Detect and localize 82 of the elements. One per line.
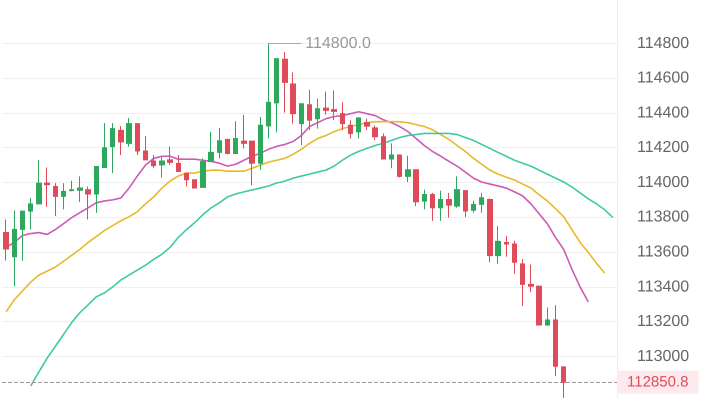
candlestick	[3, 218, 9, 262]
candlestick	[463, 190, 468, 218]
candlestick	[315, 98, 320, 130]
candlestick	[381, 132, 386, 160]
candlestick	[430, 192, 435, 222]
candlestick	[126, 118, 132, 148]
candlestick	[184, 172, 189, 187]
candlestick	[249, 140, 255, 186]
y-tick-label: 113000	[637, 348, 690, 365]
y-tick-label: 114800	[637, 34, 690, 52]
candlestick	[512, 240, 517, 274]
candlestick	[495, 225, 501, 264]
candlestick	[69, 180, 74, 192]
candlestick	[85, 186, 91, 220]
candlestick	[438, 190, 443, 222]
candlestick	[413, 169, 419, 207]
candlestick	[12, 210, 17, 287]
candlestick	[454, 176, 460, 208]
candlestick	[208, 131, 214, 162]
candlestick	[536, 284, 542, 326]
y-tick-label: 114600	[637, 70, 690, 87]
annotation: 114800.0	[305, 34, 371, 52]
candlestick	[266, 42, 271, 140]
candlestick	[356, 116, 361, 140]
candlestick	[241, 114, 247, 149]
y-tick-label: 113600	[637, 244, 690, 261]
y-tick-label: 114000	[637, 174, 690, 191]
candlestick	[159, 156, 165, 178]
candlestick	[290, 72, 296, 124]
ref-line-label: 112850.8	[627, 374, 688, 391]
candlestick	[53, 182, 58, 217]
candlestick	[307, 89, 312, 131]
candlestick	[331, 90, 337, 121]
y-tick-label: 114200	[637, 139, 690, 156]
candlestick	[446, 192, 452, 218]
candlestick	[323, 91, 329, 116]
candlestick	[405, 155, 411, 182]
candlestick	[372, 124, 378, 141]
candlestick	[143, 135, 148, 160]
candlestick	[102, 122, 107, 168]
candlestick	[20, 210, 25, 262]
candlestick	[77, 176, 83, 202]
candlestick	[258, 116, 263, 170]
candlestick	[561, 366, 566, 398]
candlestick	[217, 127, 222, 159]
candlestick	[110, 122, 115, 174]
candlestick	[36, 159, 42, 206]
candlestick	[94, 166, 99, 214]
y-tick-label: 113200	[637, 313, 690, 330]
candlestick	[299, 103, 304, 146]
candlestick	[348, 120, 353, 140]
y-tick-label: 113400	[637, 278, 690, 296]
candlestick	[192, 179, 197, 189]
candlestick	[553, 304, 558, 377]
candlestick	[135, 123, 140, 156]
candlestick	[225, 138, 230, 155]
candlestick	[167, 146, 173, 166]
y-tick-label: 114400	[637, 104, 690, 122]
candlestick	[340, 102, 345, 131]
candlestick	[504, 235, 509, 258]
candlestick	[520, 258, 525, 307]
candlestick	[151, 154, 156, 169]
candlestick	[176, 154, 181, 172]
candlestick	[233, 120, 238, 154]
candlestick	[528, 264, 534, 292]
candlestick	[28, 197, 33, 230]
candlestick	[487, 198, 493, 263]
candlestick	[282, 51, 288, 114]
candlestick	[364, 118, 370, 131]
candlestick	[44, 167, 50, 208]
candlestick	[389, 142, 394, 169]
candlestick	[118, 126, 124, 156]
candlestick	[200, 158, 206, 188]
y-tick-label: 113800	[637, 208, 690, 226]
candlestick	[471, 200, 476, 214]
line-series	[30, 132, 614, 387]
candlestick	[545, 306, 550, 326]
candlestick	[274, 58, 279, 133]
candlestick	[479, 192, 484, 214]
candlestick	[61, 182, 66, 210]
candlestick	[397, 154, 402, 178]
candlestick	[422, 189, 427, 210]
